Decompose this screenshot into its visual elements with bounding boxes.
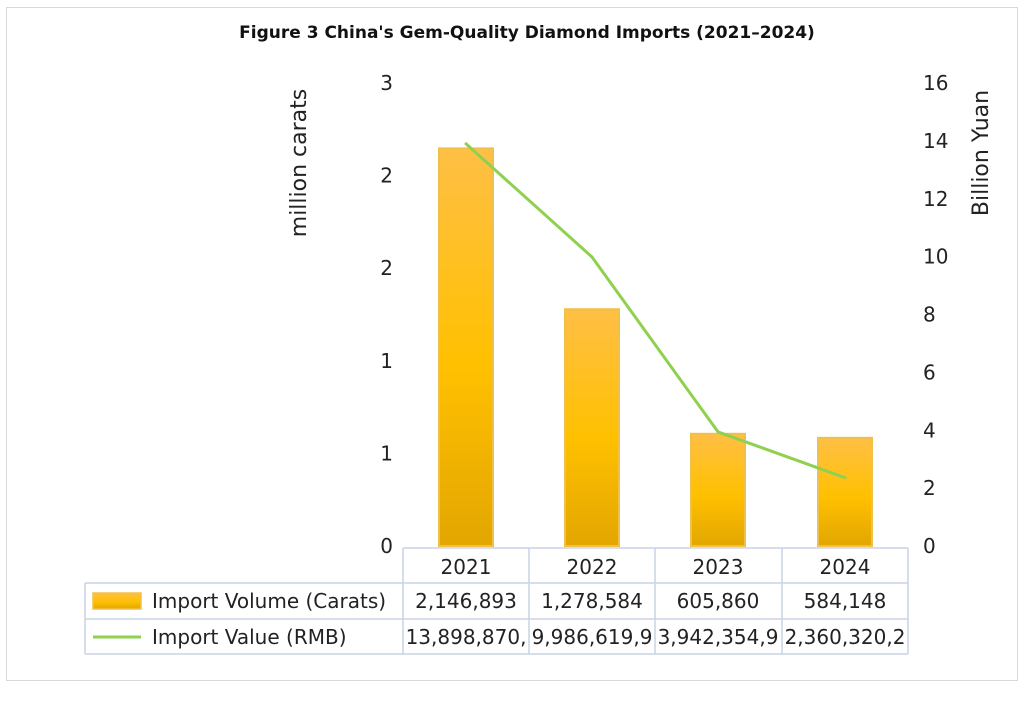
value-point-2023 xyxy=(716,430,720,434)
y-right-tick-labels: 0 2 4 6 8 10 12 14 16 xyxy=(923,71,948,558)
y-right-tick-label: 6 xyxy=(923,360,936,384)
y-right-tick-label: 16 xyxy=(923,71,948,95)
y-left-tick-label: 2 xyxy=(380,256,393,280)
y-left-tick-label: 2 xyxy=(380,164,393,188)
table-cell-value: 584,148 xyxy=(804,589,887,613)
table-cell-value: 605,860 xyxy=(677,589,760,613)
table-cell-value: 2,360,320,2 xyxy=(785,625,906,649)
value-point-2021 xyxy=(464,142,468,146)
chart-title: Figure 3 China's Gem-Quality Diamond Imp… xyxy=(239,23,815,43)
x-category-label: 2024 xyxy=(820,555,871,579)
y-right-tick-label: 12 xyxy=(923,187,948,211)
table-cell-value: 1,278,584 xyxy=(541,589,643,613)
y-right-tick-label: 4 xyxy=(923,418,936,442)
y-right-tick-label: 14 xyxy=(923,129,948,153)
y-left-tick-labels: 0 1 1 2 2 3 xyxy=(380,71,393,558)
chart-svg: Figure 3 China's Gem-Quality Diamond Imp… xyxy=(84,23,994,655)
table-cell-value: 3,942,354,9 xyxy=(658,625,779,649)
volume-bars xyxy=(438,147,873,548)
y-right-tick-label: 2 xyxy=(923,476,936,500)
volume-bar-2023 xyxy=(690,432,746,548)
volume-bar-2022 xyxy=(564,308,620,547)
table-cell-value: 2,146,893 xyxy=(415,589,517,613)
chart-frame: Figure 3 China's Gem-Quality Diamond Imp… xyxy=(6,7,1018,681)
y-left-tick-label: 3 xyxy=(380,71,393,95)
x-category-label: 2021 xyxy=(441,555,492,579)
table-cell-value: 13,898,870, xyxy=(406,625,527,649)
volume-bar-2024 xyxy=(817,436,873,548)
y-left-tick-label: 0 xyxy=(380,534,393,558)
y-right-tick-label: 8 xyxy=(923,303,936,327)
data-table: 2021 2022 2023 2024 Import Volume (Carats) 2,… xyxy=(84,547,909,655)
legend-series-name: Import Value (RMB) xyxy=(152,625,347,649)
y-left-tick-label: 1 xyxy=(380,349,393,373)
x-category-label: 2022 xyxy=(567,555,618,579)
y-left-tick-label: 1 xyxy=(380,441,393,465)
value-line-layer xyxy=(464,142,847,480)
y-right-tick-label: 10 xyxy=(923,245,948,269)
y-right-axis-title: Billion Yuan xyxy=(969,90,994,216)
volume-bar-2021 xyxy=(438,147,494,547)
value-point-2022 xyxy=(590,255,594,259)
legend-series-name: Import Volume (Carats) xyxy=(152,589,386,613)
y-right-tick-label: 0 xyxy=(923,534,936,558)
x-category-label: 2023 xyxy=(693,555,744,579)
legend-bar-swatch xyxy=(92,592,142,610)
table-cell-value: 9,986,619,9 xyxy=(532,625,653,649)
value-point-2024 xyxy=(843,476,847,480)
y-left-axis-title: million carats xyxy=(287,89,312,237)
value-line xyxy=(464,142,846,480)
